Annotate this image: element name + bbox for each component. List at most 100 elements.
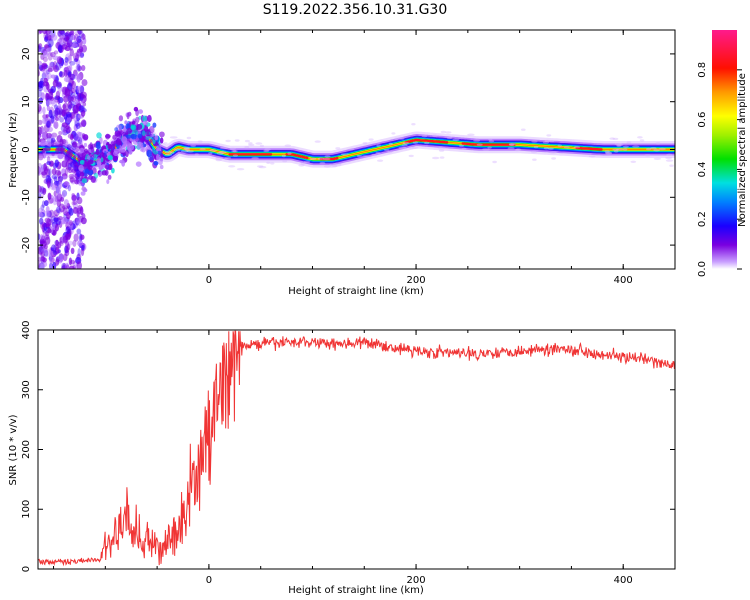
noise-blob [67,157,73,165]
noise-blob [65,262,69,269]
noise-blob [76,85,81,93]
noise-blob [73,233,79,242]
noise-blob [476,143,483,146]
noise-blob [46,210,51,218]
noise-blob [186,150,194,153]
noise-blob [264,148,271,151]
noise-blob [38,81,43,88]
noise-blob [440,130,447,134]
noise-blob [445,131,452,134]
noise-blob [63,95,69,103]
noise-blob [70,247,75,255]
noise-blob [46,248,50,258]
noise-blob [458,144,465,148]
noise-blob [154,135,159,141]
noise-blob [82,188,88,193]
noise-blob [79,84,85,94]
noise-blob [225,139,231,143]
noise-blob [52,79,59,87]
noise-blob [51,182,57,191]
noise-blob [248,143,255,147]
noise-blob [487,146,492,149]
noise-blob [452,138,460,141]
noise-blob [248,142,253,145]
noise-blob [64,139,69,148]
noise-blob [83,142,88,148]
noise-blob [91,143,97,148]
noise-blob [55,81,63,89]
noise-blob [71,195,77,201]
noise-blob [82,134,89,141]
noise-blob [58,253,64,261]
noise-blob [232,154,238,157]
noise-blob [54,159,60,168]
noise-blob [142,120,149,126]
noise-blob [76,196,83,205]
noise-blob [41,200,46,208]
noise-blob [114,127,119,132]
noise-blob [68,265,75,269]
noise-blob [72,202,79,209]
noise-blob [165,153,173,156]
noise-blob [557,144,562,147]
noise-blob [71,43,78,48]
noise-blob [73,133,79,141]
noise-blob [408,146,414,149]
noise-blob [516,148,521,151]
noise-blob [135,116,140,124]
noise-blob [69,177,76,183]
noise-blob [55,206,61,214]
noise-blob [376,144,381,147]
noise-blob [55,257,60,265]
noise-blob [47,65,55,72]
noise-blob [622,145,629,148]
colorbar-tick-label: 0.6 [697,112,708,128]
noise-blob [38,207,43,214]
noise-blob [219,146,228,150]
noise-blob [125,134,132,139]
snr-y-ticks: 0 100 200 300 400 [21,320,675,572]
noise-blob [437,146,446,150]
noise-blob [72,159,77,164]
noise-blob [95,141,101,150]
noise-blob [38,211,43,218]
noise-blob [412,141,419,144]
y-tick-label: 100 [21,500,32,519]
noise-blob [61,192,66,199]
noise-blob [612,148,619,151]
noise-blob [142,115,148,123]
noise-blob [543,147,549,150]
noise-blob [53,190,57,197]
noise-blob [121,136,128,144]
noise-blob [44,145,51,152]
noise-blob [665,159,674,162]
noise-blob [50,137,56,143]
noise-blob [79,138,84,146]
noise-blob [80,191,86,196]
noise-blob [300,162,306,165]
noise-blob [317,157,325,160]
noise-blob [53,109,59,117]
noise-blob [38,43,43,50]
noise-blob [65,31,71,40]
noise-blob [49,99,56,105]
noise-blob [438,149,445,152]
noise-blob [411,123,416,126]
noise-blob [38,119,43,126]
noise-blob [158,157,163,166]
noise-blob [309,157,317,160]
noise-blob [53,65,59,73]
noise-blob [421,135,428,138]
noise-blob [156,153,160,161]
noise-blob [332,164,338,168]
noise-blob [507,147,515,150]
noise-blob [66,126,72,134]
noise-blob [383,148,390,152]
noise-blob [563,146,570,149]
colorbar: 0.0 0.2 0.4 0.6 0.8 Normalized spectral ampl… [697,30,748,277]
noise-blob [431,134,438,137]
noise-blob [75,216,82,224]
colorbar-tick-label: 0.8 [697,62,708,78]
noise-blob [616,143,624,146]
noise-blob [61,189,68,197]
